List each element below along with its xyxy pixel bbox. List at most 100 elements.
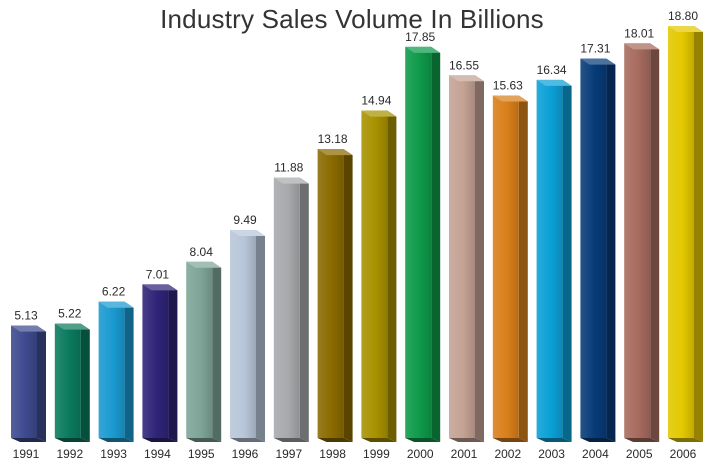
bar-1996 <box>230 230 265 442</box>
bar-1999 <box>361 110 397 442</box>
x-tick-label: 2005 <box>626 447 653 461</box>
bar-value-label: 17.31 <box>580 42 610 56</box>
bar-bottom-face <box>668 438 703 442</box>
bar-2001 <box>449 75 484 443</box>
bar-bottom-face <box>11 438 46 442</box>
bar-value-label: 17.85 <box>405 30 435 44</box>
bar-value-label: 16.34 <box>537 63 567 77</box>
x-tick-label: 1993 <box>100 447 127 461</box>
bar-bottom-face <box>273 438 309 442</box>
bar-bottom-face <box>186 438 222 442</box>
bar-front-face <box>186 261 213 438</box>
bar-top-face <box>405 46 441 53</box>
bar-top-face <box>54 323 90 330</box>
bar-side-face <box>387 110 397 442</box>
bar-front-face <box>230 230 256 438</box>
bar-top-face <box>580 58 616 65</box>
bar-front-face <box>492 95 519 438</box>
x-tick-label: 1998 <box>319 447 346 461</box>
bar-top-face <box>186 261 222 268</box>
bar-value-label: 5.22 <box>58 307 82 321</box>
bar-bottom-face <box>536 438 572 442</box>
bar-top-face <box>273 177 309 184</box>
bar-front-face <box>317 149 344 439</box>
bar-top-face <box>492 95 528 102</box>
bar-front-face <box>668 26 694 438</box>
bar-bottom-face <box>230 438 265 442</box>
bar-value-label: 11.88 <box>274 161 303 175</box>
bar-top-face <box>98 301 134 308</box>
bar-2005 <box>624 43 660 442</box>
bar-bottom-face <box>405 438 441 442</box>
bar-bottom-face <box>492 438 528 442</box>
bar-1997 <box>273 177 309 442</box>
x-tick-label: 1997 <box>275 447 302 461</box>
bar-side-face <box>475 75 484 443</box>
bar-1998 <box>317 149 353 443</box>
bar-1992 <box>54 323 90 442</box>
bar-front-face <box>405 46 432 438</box>
bar-value-label: 18.01 <box>624 26 654 40</box>
x-tick-label: 2004 <box>582 447 609 461</box>
bar-bottom-face <box>449 438 484 442</box>
bar-front-face <box>142 284 169 438</box>
bar-side-face <box>343 149 353 443</box>
bar-value-label: 6.22 <box>102 285 126 299</box>
bar-side-face <box>37 325 46 442</box>
bar-side-face <box>212 261 222 442</box>
bar-side-face <box>168 284 178 442</box>
bar-side-face <box>694 26 703 442</box>
bar-2003 <box>536 79 572 442</box>
bar-front-face <box>449 75 475 439</box>
bar-bottom-face <box>98 438 134 442</box>
bar-value-label: 9.49 <box>233 213 257 227</box>
bar-top-face <box>361 110 397 117</box>
bar-2006 <box>668 26 703 442</box>
bar-side-face <box>606 58 616 442</box>
bar-side-face <box>518 95 528 442</box>
bar-front-face <box>580 58 607 438</box>
bar-top-face <box>668 26 703 32</box>
bar-value-label: 13.18 <box>318 132 348 146</box>
bar-side-face <box>562 79 572 442</box>
bar-bottom-face <box>580 438 616 442</box>
x-tick-label: 1999 <box>363 447 390 461</box>
x-tick-label: 2003 <box>538 447 565 461</box>
bar-1994 <box>142 284 178 442</box>
bar-value-label: 15.63 <box>493 78 523 92</box>
bar-side-face <box>256 230 265 442</box>
bar-2004 <box>580 58 616 442</box>
bar-top-face <box>624 43 660 50</box>
x-tick-label: 1995 <box>188 447 215 461</box>
bar-front-face <box>11 325 37 438</box>
bar-bottom-face <box>54 438 90 442</box>
bar-front-face <box>361 110 388 438</box>
bar-value-label: 8.04 <box>190 245 214 259</box>
bar-top-face <box>317 149 353 156</box>
x-tick-label: 2002 <box>494 447 521 461</box>
bar-top-face <box>11 325 46 332</box>
x-tick-label: 2000 <box>407 447 434 461</box>
bar-front-face <box>98 301 125 438</box>
bar-value-label: 14.94 <box>361 94 391 108</box>
bar-value-label: 5.13 <box>14 309 38 323</box>
chart-title: Industry Sales Volume In Billions <box>160 4 544 34</box>
bar-front-face <box>273 177 300 438</box>
bar-value-label: 16.55 <box>449 58 479 72</box>
bar-bottom-face <box>361 438 397 442</box>
bar-side-face <box>80 323 90 442</box>
x-tick-label: 2006 <box>670 447 697 461</box>
bar-side-face <box>124 301 134 442</box>
bar-top-face <box>230 230 265 237</box>
bar-side-face <box>650 43 660 442</box>
bar-1993 <box>98 301 134 442</box>
bar-top-face <box>142 284 178 291</box>
bar-front-face <box>54 323 81 438</box>
bar-top-face <box>449 75 484 82</box>
bar-front-face <box>624 43 651 438</box>
bar-value-label: 18.80 <box>668 9 698 23</box>
bar-2000 <box>405 46 441 442</box>
bar-bottom-face <box>142 438 178 442</box>
